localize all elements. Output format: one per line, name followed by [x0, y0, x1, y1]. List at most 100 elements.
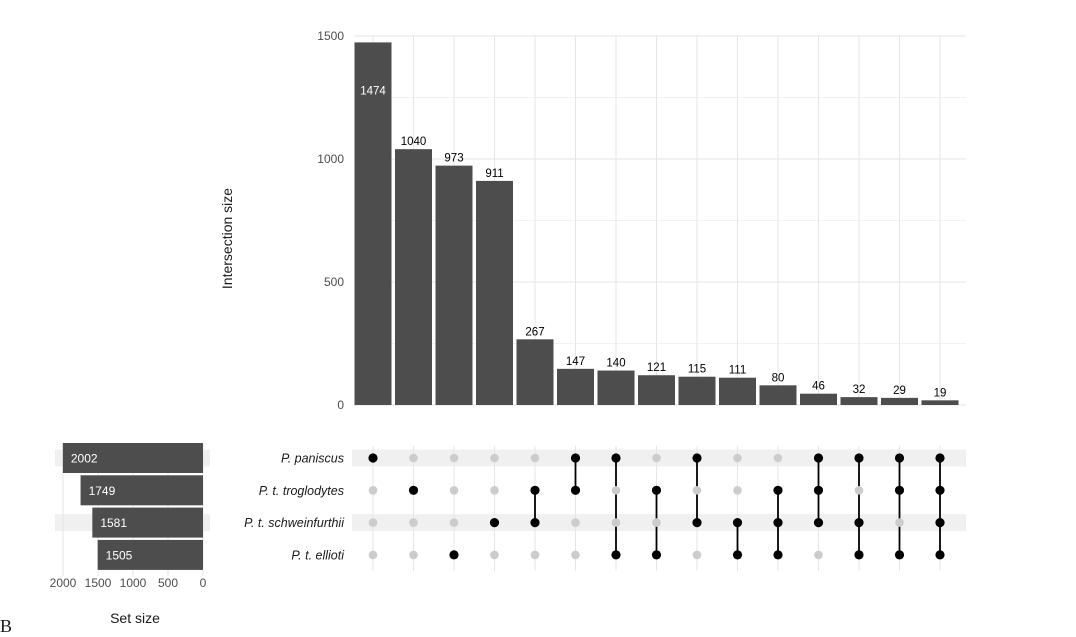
matrix-dot-filled [651, 550, 662, 560]
matrix-dot-empty [611, 518, 621, 527]
matrix-dot-filled [611, 550, 621, 560]
set-size-tick-label: 1000 [120, 576, 147, 590]
matrix-dot-empty [530, 550, 540, 560]
intersection-bar [921, 400, 959, 405]
set-size-bar [62, 443, 203, 473]
y-tick-label: 500 [324, 275, 344, 289]
matrix-dot-filled [408, 485, 419, 495]
matrix-dot-filled [813, 453, 824, 463]
matrix-dot-filled [732, 518, 743, 528]
matrix-dot-filled [813, 485, 824, 495]
bar-value-label: 46 [812, 381, 825, 393]
set-size-value-label: 1581 [100, 516, 127, 530]
intersection-matrix-panel: P. paniscus P. t. troglodytes P. t. schwei… [244, 446, 966, 571]
matrix-dot-filled [935, 550, 945, 560]
matrix-dot-filled [449, 550, 459, 560]
set-name-label: P. t. schweinfurthii [244, 516, 345, 530]
set-size-bar [97, 539, 203, 570]
matrix-dot-empty [409, 518, 418, 527]
matrix-dot-empty [895, 518, 904, 527]
bar-value-label: 973 [444, 153, 463, 165]
bar-value-label: 111 [729, 365, 746, 377]
y-tick-label: 1000 [317, 152, 344, 166]
matrix-dot-filled [611, 453, 621, 463]
matrix-dot-filled [773, 550, 783, 560]
intersection-bar [354, 42, 392, 406]
matrix-dot-filled [773, 485, 783, 495]
matrix-dot-empty [814, 550, 823, 560]
matrix-dot-filled [692, 518, 702, 528]
set-size-bar [92, 507, 203, 538]
matrix-dot-filled [570, 453, 581, 463]
matrix-dot-filled [368, 453, 378, 463]
matrix-dot-empty [652, 453, 661, 463]
matrix-dot-filled [489, 518, 500, 528]
set-name-label: P. paniscus [281, 452, 344, 466]
matrix-dot-filled [813, 518, 824, 528]
matrix-dot-empty [368, 550, 378, 560]
matrix-dot-filled [894, 550, 905, 560]
matrix-dot-empty [449, 453, 459, 463]
intersection-bar [840, 397, 878, 405]
matrix-dot-filled [692, 453, 702, 463]
intersection-bar [435, 165, 473, 405]
bar-value-label: 121 [647, 362, 666, 374]
bar-value-label: 140 [606, 358, 625, 370]
intersection-bar [516, 339, 554, 405]
y-tick-label: 0 [337, 398, 344, 412]
bar-value-label: 19 [934, 387, 947, 399]
matrix-dot-filled [773, 518, 783, 528]
set-size-axis-title: Set size [110, 610, 160, 626]
set-name-label: P. t. ellioti [291, 548, 345, 562]
set-size-value-label: 1505 [106, 548, 133, 562]
matrix-dot-filled [935, 485, 945, 495]
set-size-value-label: 2002 [71, 452, 98, 466]
matrix-dot-filled [935, 518, 945, 528]
intersection-bar [678, 376, 716, 405]
intersection-bar [395, 149, 432, 405]
set-size-tick-label: 0 [200, 576, 207, 590]
matrix-dot-filled [854, 550, 864, 560]
matrix-dot-empty [733, 486, 742, 495]
matrix-dot-filled [894, 453, 905, 463]
intersection-bar [557, 368, 594, 405]
bar-value-label: 32 [853, 384, 866, 396]
matrix-dot-filled [570, 485, 581, 495]
bar-value-label: 29 [893, 385, 906, 397]
set-size-value-label: 1749 [89, 484, 116, 498]
bar-value-label: 80 [772, 372, 785, 384]
intersection-bar-panel: 0 500 1000 1500 Intersection size 1474 1040 973… [219, 29, 966, 412]
matrix-dot-empty [571, 550, 580, 560]
set-size-tick-label: 2000 [50, 576, 77, 590]
y-axis-title: Intersection size [219, 188, 235, 289]
matrix-dot-empty [854, 486, 864, 495]
matrix-dot-empty [692, 486, 702, 495]
bar-value-label: 1040 [401, 136, 427, 148]
matrix-dot-empty [490, 550, 499, 560]
set-size-tick-label: 500 [158, 576, 178, 590]
matrix-dot-empty [611, 486, 621, 495]
panel-tag: B [0, 616, 13, 636]
matrix-dot-empty [490, 453, 499, 463]
bar-value-label: 267 [525, 326, 544, 338]
matrix-dot-empty [409, 550, 418, 560]
bar-value-label: 1474 [360, 85, 386, 97]
intersection-bar [638, 375, 675, 405]
matrix-dot-empty [449, 518, 459, 527]
matrix-dot-filled [854, 518, 864, 528]
matrix-dot-empty [368, 518, 378, 527]
intersection-bar [597, 370, 635, 405]
matrix-dot-filled [854, 453, 864, 463]
intersection-bar [759, 385, 797, 405]
intersection-bar [881, 397, 918, 405]
intersection-bar [719, 377, 756, 405]
matrix-dot-empty [490, 486, 499, 495]
matrix-dot-empty [692, 550, 702, 560]
bar-value-label: 147 [566, 356, 585, 368]
intersection-bar [800, 393, 837, 405]
matrix-dot-filled [651, 485, 662, 495]
intersection-bar [476, 180, 513, 405]
bar-value-label: 911 [485, 168, 503, 180]
matrix-dot-filled [935, 453, 945, 463]
